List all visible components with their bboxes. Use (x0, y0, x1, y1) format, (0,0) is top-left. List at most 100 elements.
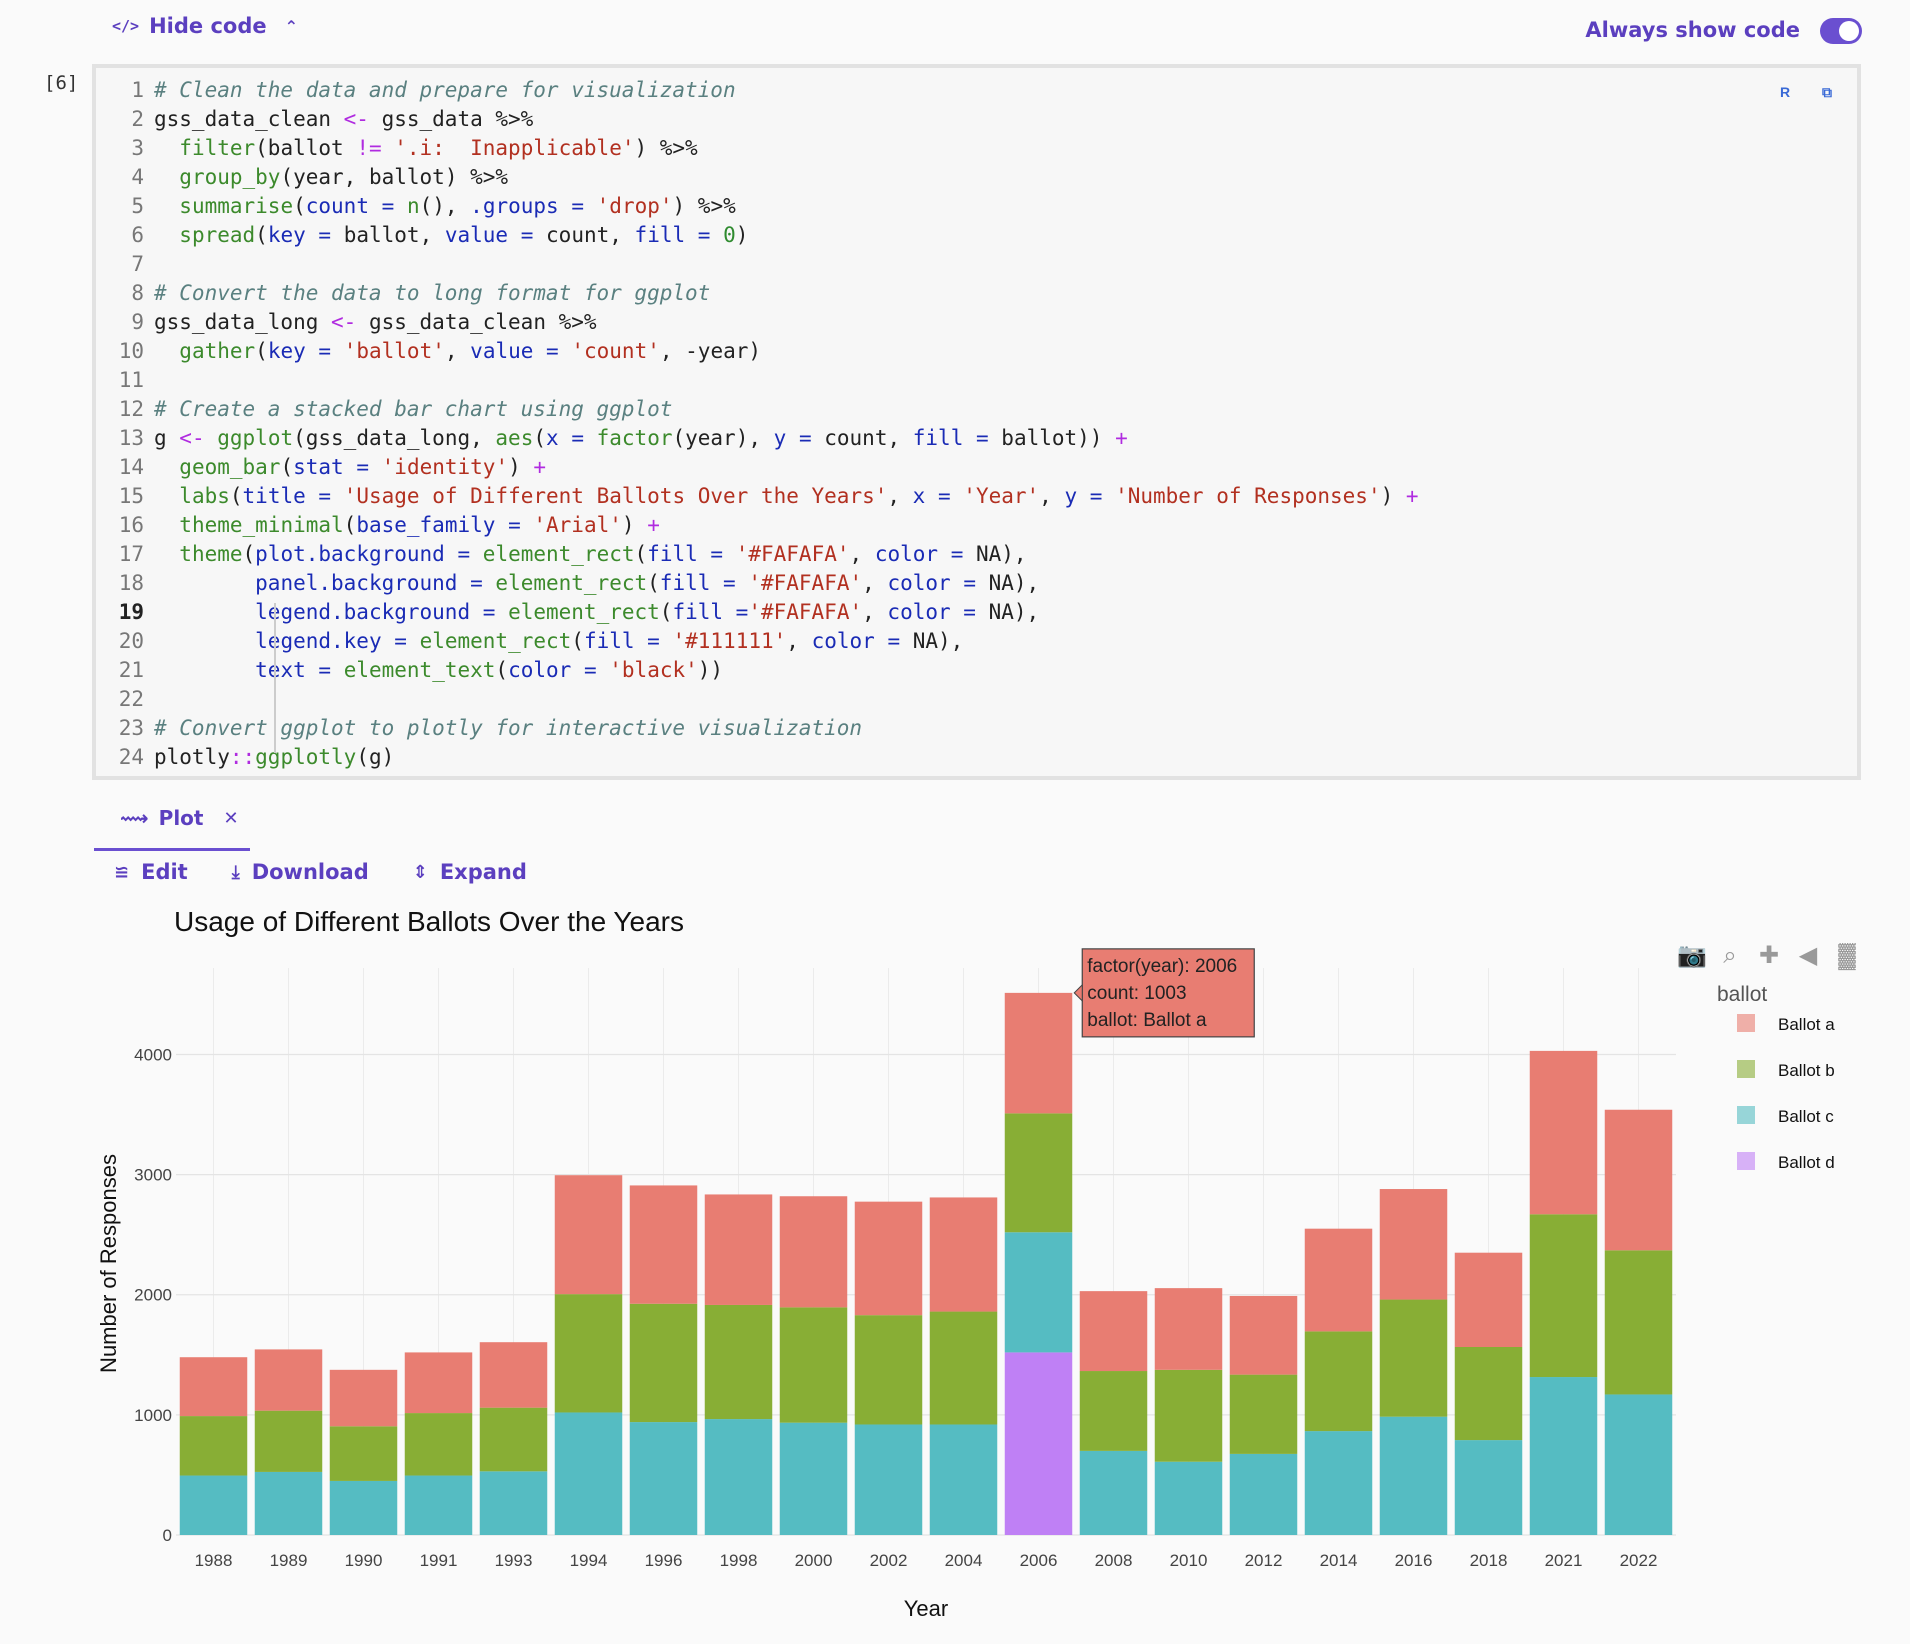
code-line: 9 gss_data_long <- gss_data_clean %>% (106, 308, 1419, 337)
plotly-logo-icon[interactable]: ▓ (1838, 942, 1856, 971)
code-line: 16 theme_minimal(base_family = 'Arial') … (106, 511, 1419, 540)
code-token: spread (179, 223, 256, 247)
code-line: 23 # Convert ggplot to plotly for interac… (106, 714, 1419, 743)
code-token: = (394, 629, 407, 653)
always-show-code-toggle[interactable] (1820, 18, 1862, 44)
code-token: , -year) (659, 339, 762, 363)
expand-button[interactable]: ⇕ Expand (413, 860, 527, 884)
camera-icon[interactable]: 📷 (1677, 942, 1707, 969)
zoom-in-icon[interactable]: ✚ (1759, 942, 1779, 969)
x-tick-label: 2010 (1170, 1551, 1208, 1570)
expand-icon: ⇕ (412, 861, 428, 883)
code-token: color (811, 629, 875, 653)
edit-button[interactable]: ≌ Edit (114, 860, 188, 884)
code-token: (ballot (255, 136, 357, 160)
x-tick-label: 2012 (1245, 1551, 1283, 1570)
x-tick-label: 2021 (1545, 1551, 1583, 1570)
code-token: = (583, 658, 597, 682)
download-label: Download (251, 860, 369, 884)
line-number: 12 (118, 397, 144, 421)
bar-ballot-a (1304, 1228, 1373, 1332)
bar-ballot-c (404, 1475, 473, 1535)
legend-item[interactable]: Ballot c (1778, 1107, 1834, 1126)
code-token: , (862, 600, 888, 624)
line-number: 7 (131, 252, 144, 276)
code-token: group_by (179, 165, 281, 189)
bar-ballot-c (479, 1471, 548, 1535)
close-icon[interactable]: ✕ (223, 807, 239, 829)
code-token: , (1039, 484, 1065, 508)
code-token: 'Number of Responses' (1115, 484, 1381, 508)
chevron-up-icon: ⌃ (284, 16, 299, 36)
download-button[interactable]: ⤓ Download (232, 860, 369, 884)
code-token: 'Arial' (533, 513, 622, 537)
code-token: = (950, 542, 964, 566)
code-line: 5 summarise(count = n(), .groups = 'drop… (106, 192, 1419, 221)
code-icon: </> (112, 17, 140, 35)
x-tick-label: 2008 (1095, 1551, 1133, 1570)
code-line: 4 group_by(year, ballot) %>% (106, 163, 1419, 192)
bar-ballot-b (1379, 1299, 1448, 1417)
code-token: = (887, 629, 901, 653)
bar-ballot-b (854, 1315, 923, 1425)
bar-ballot-a (179, 1357, 248, 1417)
tab-plot[interactable]: ⟿ Plot ✕ (120, 806, 239, 830)
code-token: '#FAFAFA' (748, 600, 863, 624)
bar-ballot-a (254, 1349, 323, 1411)
bar-ballot-a (1379, 1189, 1448, 1300)
code-token: ( (229, 484, 243, 508)
code-token: 0 (723, 223, 736, 247)
code-token: + (533, 455, 547, 479)
code-token: text (255, 658, 306, 682)
zoom-icon[interactable]: ⌕ (1723, 942, 1736, 969)
code-actions: R ⧉ (1775, 82, 1837, 102)
r-language-icon[interactable]: R (1779, 84, 1791, 100)
code-line: 10 gather(key = 'ballot', value = 'count… (106, 337, 1419, 366)
copy-icon[interactable]: ⧉ (1822, 84, 1832, 100)
bar-ballot-b (1004, 1113, 1073, 1233)
tooltip-line: factor(year): 2006 (1087, 956, 1237, 977)
code-token: , (786, 629, 812, 653)
bar-ballot-c (1454, 1440, 1523, 1535)
legend-item[interactable]: Ballot d (1778, 1153, 1835, 1172)
legend-item[interactable]: Ballot a (1778, 1015, 1835, 1034)
line-number: 20 (118, 629, 144, 653)
code-token: # Convert ggplot to plotly for interacti… (154, 716, 863, 740)
bar-ballot-a (554, 1175, 623, 1295)
pan-icon[interactable]: ◀ (1799, 942, 1818, 969)
line-number: 11 (118, 368, 144, 392)
x-axis-title: Year (904, 1596, 948, 1621)
code-token: = (318, 223, 332, 247)
code-token: '#FAFAFA' (748, 571, 863, 595)
code-token: ) %>% (672, 194, 736, 218)
x-tick-label: 2006 (1020, 1551, 1058, 1570)
code-token: = (963, 600, 976, 624)
code-token: ballot)) (988, 426, 1116, 450)
line-number: 10 (118, 339, 144, 363)
bar-ballot-a (1529, 1050, 1598, 1215)
code-token: g (154, 426, 180, 450)
legend-item[interactable]: Ballot b (1778, 1061, 1835, 1080)
code-token: stat (293, 455, 344, 479)
code-token: )) (697, 658, 724, 682)
code-token: 'drop' (596, 194, 673, 218)
code-token: element_rect (419, 629, 572, 653)
code-editor[interactable]: R ⧉ 1 # Clean the data and prepare for vi… (92, 64, 1861, 780)
code-line: 8 # Convert the data to long format for g… (106, 279, 1419, 308)
code-line: 18 panel.background = element_rect(fill … (106, 569, 1419, 598)
x-tick-label: 1989 (270, 1551, 308, 1570)
code-token: , (862, 571, 888, 595)
code-token: fill (672, 600, 724, 624)
code-line: 17 theme(plot.background = element_rect(… (106, 540, 1419, 569)
code-token: NA), (963, 542, 1027, 566)
line-number: 22 (118, 687, 144, 711)
bar-ballot-b (254, 1410, 323, 1472)
code-token: factor (596, 426, 673, 450)
code-token: key (267, 339, 306, 363)
code-token: plot.background (255, 542, 445, 566)
bar-ballot-c (854, 1424, 923, 1535)
hide-code-button[interactable]: </> Hide code ⌃ (112, 14, 298, 38)
code-token: + (1405, 484, 1419, 508)
code-token: ballot, (331, 223, 445, 247)
code-token: # Clean the data and prepare for visuali… (154, 78, 736, 102)
